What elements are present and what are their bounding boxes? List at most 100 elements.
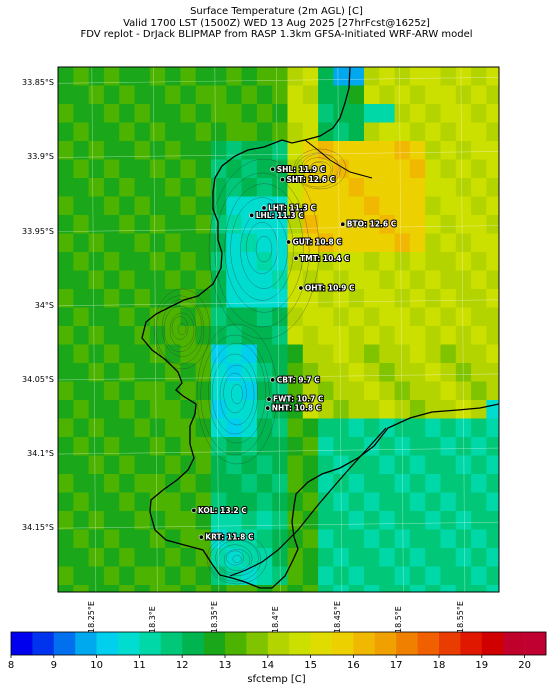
colorbar-segment (289, 632, 311, 655)
station-label: FWT: 10.7 C (273, 395, 324, 404)
station-marker: BTO: 12.6 C (340, 219, 398, 230)
lat-tick-label: 34.05°S (22, 374, 54, 384)
station-dot (266, 396, 272, 402)
station-dot (298, 285, 304, 291)
lon-tick-label: 18.45°E (332, 601, 342, 633)
colorbar-segment (439, 632, 461, 655)
station-label: NHT: 10.8 C (272, 404, 322, 413)
colorbar-segment (503, 632, 525, 655)
lat-tick-label: 33.95°S (22, 226, 54, 236)
colorbar-segment (182, 632, 204, 655)
colorbar-tick-label: 10 (90, 660, 103, 671)
colorbar-segment (53, 632, 76, 655)
station-label: CBT: 9.7 C (277, 375, 320, 384)
colorbar-segment (246, 632, 269, 655)
lon-tick-label: 18.3°E (148, 606, 158, 633)
colorbar-tick-label: 16 (347, 660, 360, 671)
lat-tick-label: 33.85°S (22, 78, 54, 88)
colorbar-tick-label: 13 (218, 660, 232, 671)
station-marker: LHL: 11.3 C (249, 210, 305, 221)
colorbar-segment (96, 632, 119, 655)
colorbar-segment (139, 632, 162, 655)
station-marker: GUT: 10.8 C (286, 237, 343, 248)
colorbar-segment (374, 632, 397, 655)
station-marker: SHL: 11.9 C (270, 164, 327, 175)
lat-lon-gridlines (58, 67, 499, 592)
boundary-line (229, 427, 387, 577)
colorbar-tick-label: 11 (133, 660, 146, 671)
lat-tick-label: 34.1°S (27, 449, 54, 459)
chart-title: Surface Temperature (2m AGL) [C] (190, 6, 363, 17)
station-dot (249, 212, 255, 218)
station-marker: OHT: 10.9 C (298, 283, 356, 294)
colorbar-frame (10, 631, 547, 656)
colorbar-tick-label: 15 (304, 660, 317, 671)
station-dot (198, 534, 204, 540)
station-marker: LHT: 11.3 C (261, 202, 317, 213)
station-label: TMT: 10.4 C (300, 254, 350, 263)
colorbar-segment (396, 632, 418, 655)
station-label: SHT: 12.6 C (287, 175, 336, 184)
boundary-line-north (304, 139, 373, 179)
colorbar (10, 631, 547, 658)
colorbar-tick-label: 19 (475, 660, 489, 671)
station-label: KOL: 13.2 C (198, 506, 247, 515)
valid-time: Valid 1700 LST (1500Z) WED 13 Aug 2025 [… (123, 18, 430, 29)
colorbar-tick-label: 9 (50, 660, 57, 671)
colorbar-tick-label: 17 (389, 660, 403, 671)
station-label: LHL: 11.3 C (256, 211, 305, 220)
station-label: KRT: 11.8 C (205, 533, 254, 542)
colorbar-segment (225, 632, 247, 655)
station-dot (261, 205, 267, 211)
lon-tick-label: 18.35°E (209, 601, 219, 633)
lat-tick-label: 33.9°S (27, 152, 54, 162)
colorbar-segment (417, 632, 440, 655)
colorbar-segment (332, 632, 354, 655)
lon-tick-label: 18.55°E (455, 601, 465, 633)
colorbar-segment (203, 632, 226, 655)
colorbar-segment (118, 632, 140, 655)
colorbar-segment (481, 632, 504, 655)
station-dot (286, 239, 292, 245)
station-label: LHT: 11.3 C (268, 203, 316, 212)
station-marker: NHT: 10.8 C (265, 403, 323, 414)
station-label: GUT: 10.8 C (293, 238, 343, 247)
lon-tick-label: 18.4°E (271, 606, 281, 633)
station-dot (265, 405, 271, 411)
colorbar-segment (460, 632, 483, 655)
colorbar-tick-label: 20 (518, 660, 531, 671)
station-marker: FWT: 10.7 C (266, 394, 325, 405)
station-marker: CBT: 9.7 C (270, 374, 321, 385)
lat-tick-label: 34°S (34, 300, 54, 310)
station-dot (293, 255, 299, 261)
colorbar-segment (524, 632, 547, 655)
lon-tick-label: 18.5°E (394, 606, 404, 633)
station-dot (270, 377, 276, 383)
colorbar-tick-label: 18 (432, 660, 446, 671)
colorbar-tick-label: 12 (175, 660, 189, 671)
model-description: FDV replot - DrJack BLIPMAP from RASP 1.… (80, 29, 473, 40)
terrain-contours (153, 148, 347, 585)
coastline (141, 67, 499, 589)
station-label: BTO: 12.6 C (347, 220, 397, 229)
colorbar-segment (160, 632, 183, 655)
lat-tick-label: 34.15°S (22, 523, 54, 533)
colorbar-segment (75, 632, 97, 655)
colorbar-segment (310, 632, 333, 655)
lon-tick-label: 18.25°E (86, 601, 96, 633)
station-label: SHL: 11.9 C (277, 165, 326, 174)
colorbar-label: sfctemp [C] (247, 674, 306, 685)
station-dot (279, 177, 285, 183)
station-dot (340, 221, 346, 227)
station-marker: SHT: 12.6 C (279, 174, 337, 185)
station-marker: KOL: 13.2 C (191, 505, 248, 516)
station-dot (270, 166, 276, 172)
colorbar-segment (267, 632, 290, 655)
colorbar-segment (11, 632, 33, 655)
station-marker: TMT: 10.4 C (293, 253, 351, 264)
station-dot (191, 507, 197, 513)
station-label: OHT: 10.9 C (305, 284, 355, 293)
colorbar-tick-label: 8 (7, 660, 15, 671)
